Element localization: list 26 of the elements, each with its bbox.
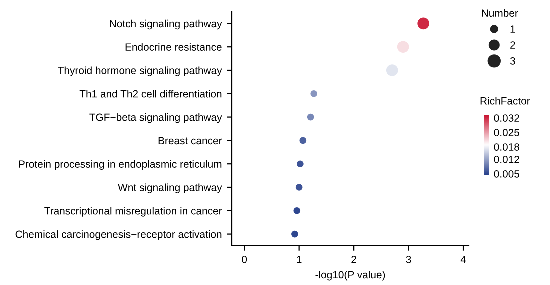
x-tick-label: 3 — [406, 256, 412, 264]
color-bar-title: RichFactor — [480, 97, 530, 105]
color-bar-label: 0.032 — [494, 114, 520, 122]
legend-label: 2 — [510, 42, 516, 49]
x-tick-label: 2 — [352, 256, 356, 264]
color-bar-label: 0.025 — [494, 129, 520, 136]
y-tick-label: Breast cancer — [158, 137, 222, 145]
y-tick-label: Transcriptional misregulation in cancer — [44, 207, 222, 217]
y-tick-label: Protein processing in endoplasmic reticulum — [19, 160, 222, 170]
y-tick-label: Chemical carcinogenesis−receptor activation — [16, 230, 222, 240]
y-tick-label: Wnt signaling pathway — [118, 184, 222, 194]
color-bar-label: 0.012 — [494, 156, 520, 164]
legend-label: 3 — [510, 58, 516, 65]
y-tick-label: Notch signaling pathway — [110, 20, 222, 30]
y-tick-label: Th1 and Th2 cell differentiation — [80, 90, 222, 98]
color-bar-label: 0.018 — [494, 144, 520, 151]
legend-title: Number — [482, 9, 518, 18]
legend-label: 1 — [510, 26, 516, 33]
x-tick-label: 4 — [460, 256, 466, 264]
color-bar-label: 0.005 — [494, 170, 520, 178]
y-tick-label: TGF−beta signaling pathway — [90, 114, 222, 124]
x-axis-title: -log10(P value) — [316, 270, 386, 281]
y-tick-label: Endocrine resistance — [126, 43, 222, 51]
x-tick-label: 1 — [297, 256, 302, 264]
x-tick-label: 0 — [242, 256, 248, 264]
y-tick-label: Thyroid hormone signaling pathway — [58, 66, 222, 76]
